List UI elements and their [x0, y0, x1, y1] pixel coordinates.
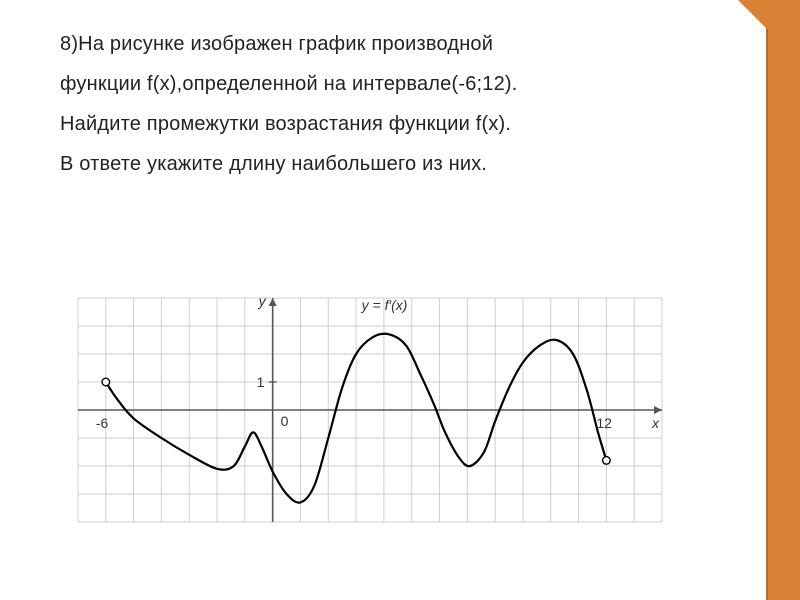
svg-text:y = f′(x): y = f′(x): [361, 297, 408, 313]
text-line: 8)На рисунке изображен график производно…: [60, 24, 740, 64]
derivative-chart: y x 0 y = f′(x) 1 -6 12: [60, 280, 680, 540]
text-line: Найдите промежутки возрастания функции f…: [60, 104, 740, 144]
text-line: функции f(x),определенной на интервале(-…: [60, 64, 740, 104]
chart-svg: y x 0 y = f′(x) 1 -6 12: [60, 280, 680, 540]
problem-text: 8)На рисунке изображен график производно…: [60, 24, 740, 184]
slide-corner-tab: [766, 0, 800, 600]
svg-text:y: y: [258, 293, 267, 309]
svg-text:1: 1: [257, 374, 265, 390]
text-line: В ответе укажите длину наибольшего из ни…: [60, 144, 740, 184]
svg-text:12: 12: [596, 415, 612, 431]
svg-text:x: x: [651, 415, 660, 431]
svg-text:0: 0: [281, 413, 289, 429]
svg-text:-6: -6: [96, 415, 109, 431]
slide: 8)На рисунке изображен график производно…: [0, 0, 800, 600]
